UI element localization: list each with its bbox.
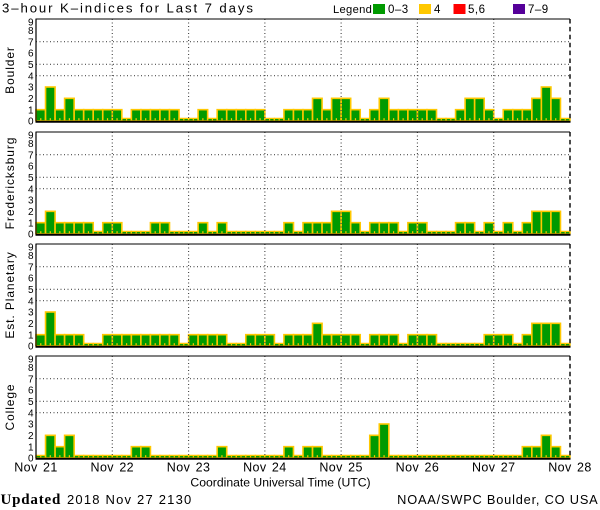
svg-text:3: 3 <box>28 83 34 94</box>
svg-text:2: 2 <box>28 94 34 105</box>
svg-text:0: 0 <box>28 454 34 465</box>
svg-text:4: 4 <box>28 71 34 82</box>
svg-text:0: 0 <box>28 342 34 353</box>
svg-text:5: 5 <box>28 285 34 296</box>
svg-text:6: 6 <box>28 274 34 285</box>
svg-text:7: 7 <box>28 37 34 48</box>
svg-text:6: 6 <box>28 49 34 60</box>
svg-text:6: 6 <box>28 386 34 397</box>
svg-text:6: 6 <box>28 162 34 173</box>
svg-text:4: 4 <box>28 408 34 419</box>
svg-text:1: 1 <box>28 218 34 229</box>
svg-text:Boulder: Boulder <box>3 46 17 94</box>
svg-text:9: 9 <box>28 355 34 366</box>
svg-text:0: 0 <box>28 117 34 128</box>
svg-text:7: 7 <box>28 150 34 161</box>
svg-text:Coordinate Universal Time (UTC: Coordinate Universal Time (UTC) <box>190 476 370 490</box>
svg-text:5: 5 <box>28 397 34 408</box>
svg-text:2: 2 <box>28 207 34 218</box>
svg-text:8: 8 <box>28 251 34 262</box>
svg-text:3–hour K–indices for Last 7 da: 3–hour K–indices for Last 7 days <box>2 1 255 16</box>
svg-text:3: 3 <box>28 420 34 431</box>
svg-text:Updated: Updated <box>1 492 62 508</box>
svg-text:2: 2 <box>28 431 34 442</box>
svg-text:1: 1 <box>28 105 34 116</box>
svg-text:Nov 23: Nov 23 <box>167 461 211 475</box>
svg-text:4: 4 <box>28 296 34 307</box>
svg-text:Est. Planetary: Est. Planetary <box>3 251 17 338</box>
svg-text:Nov 22: Nov 22 <box>91 461 135 475</box>
svg-text:4: 4 <box>434 4 441 16</box>
svg-text:4: 4 <box>28 184 34 195</box>
svg-text:5,6: 5,6 <box>468 4 486 16</box>
svg-text:2018 Nov 27 2130: 2018 Nov 27 2130 <box>67 492 192 507</box>
svg-text:7: 7 <box>28 374 34 385</box>
svg-text:5: 5 <box>28 173 34 184</box>
svg-text:8: 8 <box>28 26 34 37</box>
svg-text:College: College <box>3 384 17 431</box>
svg-text:NOAA/SWPC Boulder, CO USA: NOAA/SWPC Boulder, CO USA <box>397 492 598 507</box>
svg-text:9: 9 <box>28 131 34 142</box>
svg-text:0: 0 <box>28 230 34 241</box>
svg-text:7–9: 7–9 <box>528 4 549 16</box>
svg-text:8: 8 <box>28 139 34 150</box>
svg-text:1: 1 <box>28 442 34 453</box>
svg-text:3: 3 <box>28 196 34 207</box>
svg-text:Fredericksburg: Fredericksburg <box>3 137 17 230</box>
svg-text:9: 9 <box>28 243 34 254</box>
svg-text:Nov 27: Nov 27 <box>472 461 516 475</box>
svg-text:Legend:: Legend: <box>333 4 376 16</box>
svg-text:7: 7 <box>28 262 34 273</box>
svg-text:8: 8 <box>28 363 34 374</box>
svg-text:Nov 28: Nov 28 <box>548 461 592 475</box>
svg-text:Nov 24: Nov 24 <box>243 461 287 475</box>
svg-text:Nov 21: Nov 21 <box>14 461 58 475</box>
svg-text:5: 5 <box>28 60 34 71</box>
svg-text:2: 2 <box>28 319 34 330</box>
svg-text:1: 1 <box>28 330 34 341</box>
svg-text:3: 3 <box>28 308 34 319</box>
svg-text:Nov 25: Nov 25 <box>319 461 363 475</box>
svg-text:9: 9 <box>28 18 34 29</box>
svg-text:Nov 26: Nov 26 <box>396 461 440 475</box>
svg-text:0–3: 0–3 <box>388 4 409 16</box>
